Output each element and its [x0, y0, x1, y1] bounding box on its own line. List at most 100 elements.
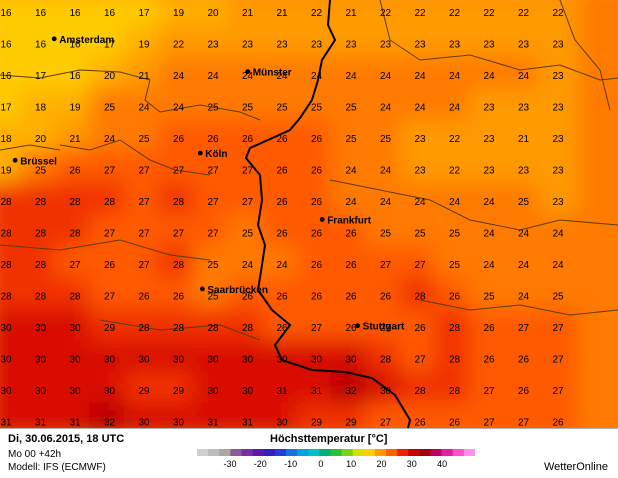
grid-value: 28 [69, 197, 81, 208]
model-name: Modell: IFS (ECMWF) [8, 462, 106, 473]
grid-value: 26 [311, 166, 323, 177]
grid-value: 27 [173, 229, 185, 240]
grid-value: 25 [449, 260, 461, 271]
grid-value: 30 [173, 355, 185, 366]
coast-line-1 [59, 139, 211, 176]
grid-value: 26 [345, 292, 357, 303]
grid-value: 24 [380, 103, 392, 114]
grid-value: 26 [104, 260, 116, 271]
coast-line-0 [0, 69, 261, 121]
grid-value: 24 [345, 197, 357, 208]
grid-value: 23 [483, 134, 495, 145]
grid-value: 30 [345, 355, 357, 366]
grid-value: 32 [345, 386, 357, 397]
scale-swatch [341, 449, 354, 456]
grid-value: 27 [69, 260, 81, 271]
grid-value: 27 [207, 166, 219, 177]
grid-value: 26 [242, 292, 254, 303]
brand-logo-text: WetterOnline [544, 461, 608, 473]
grid-value: 21 [518, 134, 530, 145]
grid-value: 23 [380, 40, 392, 51]
grid-value: 28 [173, 260, 185, 271]
city-stuttgart: Stuttgart [355, 322, 405, 333]
grid-value: 24 [380, 71, 392, 82]
grid-value: 27 [104, 229, 116, 240]
grid-value: 30 [35, 323, 47, 334]
grid-value: 23 [552, 134, 564, 145]
city-layer: BremenAmsterdamMünsterKölnBrüsselFrankfu… [12, 35, 405, 333]
grid-value: 25 [449, 229, 461, 240]
grid-value: 16 [69, 8, 81, 19]
grid-value: 27 [104, 166, 116, 177]
grid-value: 26 [311, 197, 323, 208]
grid-value: 23 [483, 166, 495, 177]
grid-value: 24 [242, 260, 254, 271]
grid-value: 16 [69, 71, 81, 82]
grid-value: 31 [0, 418, 12, 429]
coast-line-2 [0, 144, 61, 151]
grid-value: 23 [414, 166, 426, 177]
grid-value: 27 [518, 323, 530, 334]
grid-value: 17 [0, 103, 12, 114]
grid-value: 18 [35, 103, 47, 114]
grid-value: 27 [173, 166, 185, 177]
grid-value: 20 [207, 8, 219, 19]
grid-value: 24 [173, 71, 185, 82]
grid-value: 30 [138, 355, 150, 366]
coast-line-3 [379, 0, 618, 81]
grid-value: 28 [0, 292, 12, 303]
grid-value: 22 [173, 40, 185, 51]
scale-swatch [463, 449, 475, 456]
grid-value: 27 [483, 418, 495, 429]
grid-value: 23 [483, 103, 495, 114]
grid-value: 25 [345, 103, 357, 114]
grid-value: 30 [0, 355, 12, 366]
grid-value: 26 [414, 323, 426, 334]
grid-value: 24 [345, 166, 357, 177]
grid-value: 22 [380, 8, 392, 19]
grid-value: 17 [104, 40, 116, 51]
grid-value: 28 [207, 323, 219, 334]
grid-value: 26 [276, 229, 288, 240]
grid-value: 26 [276, 166, 288, 177]
grid-value: 27 [552, 355, 564, 366]
grid-value: 21 [345, 8, 357, 19]
grid-value: 25 [483, 292, 495, 303]
grid-value: 26 [311, 229, 323, 240]
national-border [244, 0, 412, 428]
grid-value: 16 [35, 8, 47, 19]
grid-value: 23 [414, 40, 426, 51]
scale-swatch [352, 449, 365, 456]
grid-value: 24 [414, 71, 426, 82]
grid-value: 23 [276, 40, 288, 51]
grid-value: 26 [552, 418, 564, 429]
city-amsterdam: Amsterdam [51, 35, 114, 46]
grid-value: 23 [552, 71, 564, 82]
grid-value: 24 [483, 229, 495, 240]
grid-value: 27 [138, 260, 150, 271]
grid-value: 26 [276, 197, 288, 208]
city-marker [51, 36, 57, 42]
grid-value: 22 [414, 8, 426, 19]
grid-value: 26 [276, 134, 288, 145]
grid-value: 25 [138, 134, 150, 145]
grid-value: 28 [414, 386, 426, 397]
temperature-map: 16 16 16 16 17 19 20 21 21 22 21 22 22 22 22 22 22 16 16 16… [0, 0, 618, 428]
grid-value: 24 [449, 71, 461, 82]
city-brüssel: Brüssel [12, 156, 57, 167]
grid-value: 28 [138, 323, 150, 334]
grid-value: 16 [0, 71, 12, 82]
map-parameter-title: Höchsttemperatur [°C] [270, 433, 388, 445]
coastline-lines [0, 0, 618, 341]
grid-value: 27 [138, 166, 150, 177]
grid-value: 24 [483, 260, 495, 271]
color-scale-bar [197, 449, 475, 456]
grid-value: 27 [138, 197, 150, 208]
city-label: Frankfurt [327, 215, 372, 226]
scale-swatch [330, 449, 343, 456]
grid-value: 26 [449, 418, 461, 429]
model-run: Mo 00 +42h [8, 449, 62, 460]
grid-value: 26 [483, 323, 495, 334]
grid-value: 23 [552, 40, 564, 51]
scale-tick-label: 0 [318, 459, 324, 469]
